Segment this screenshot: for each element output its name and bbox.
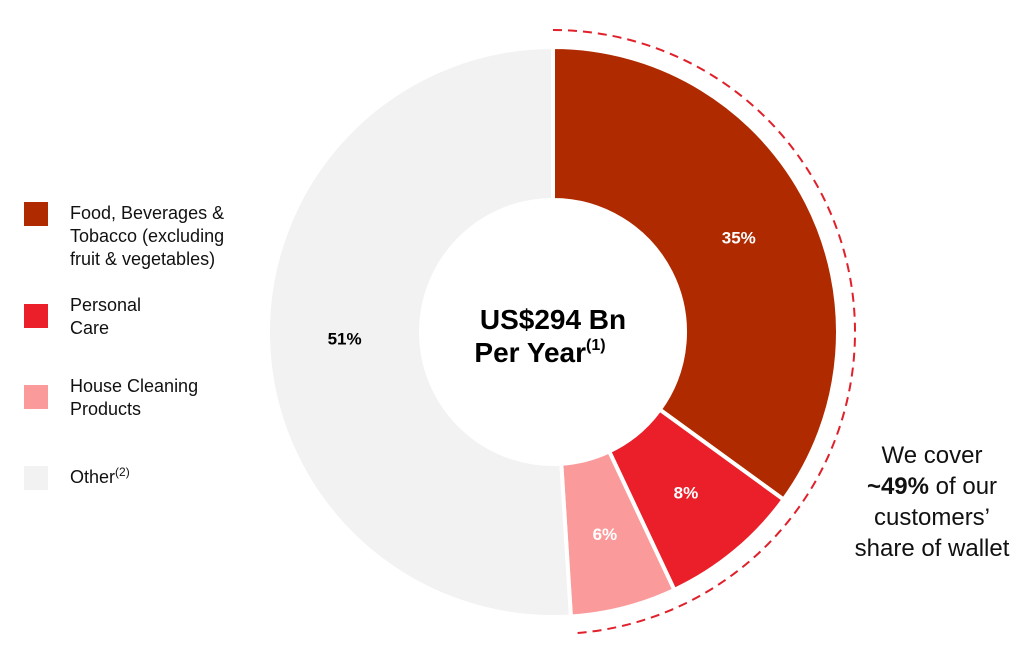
- callout-line3: customers’: [873, 504, 991, 531]
- center-label-line1: US$294 Bn: [480, 304, 626, 335]
- coverage-callout: We cover ~49% of our customers’ share of…: [836, 440, 1028, 564]
- callout-line2-rest: of our: [929, 473, 998, 500]
- slice-label-personal-care: 8%: [674, 484, 699, 503]
- legend-swatch-house-cleaning: [24, 385, 48, 409]
- callout-line2: ~49% of our: [836, 471, 1028, 502]
- legend-label-food: Food, Beverages & Tobacco (excluding fru…: [70, 203, 225, 269]
- legend-label-other: Other(2): [70, 466, 130, 489]
- donut-slices: [266, 44, 840, 619]
- slice-label-house-cleaning: 6%: [593, 525, 618, 544]
- slice-label-other: 51%: [328, 330, 362, 349]
- legend-item-personal-care: Personal Care: [24, 294, 141, 340]
- legend-item-house-cleaning: House Cleaning Products: [24, 375, 198, 421]
- slice-label-food: 35%: [722, 228, 756, 247]
- legend-item-food: Food, Beverages & Tobacco (excluding fru…: [24, 202, 224, 271]
- legend-label-personal-care: Personal Care: [70, 295, 142, 338]
- legend-swatch-personal-care: [24, 304, 48, 328]
- legend-item-other: Other(2): [24, 466, 130, 490]
- legend-swatch-food: [24, 202, 48, 226]
- legend-label-other-text: Other: [70, 467, 116, 487]
- slice-other: [266, 44, 574, 619]
- callout-bold-percent: ~49%: [866, 473, 929, 500]
- slice-food: [551, 44, 840, 503]
- legend-swatch-other: [24, 466, 48, 490]
- slice-labels: 35% 8% 6% 51%: [328, 228, 756, 544]
- center-label-line2: Per Year(1): [474, 337, 605, 368]
- legend-label-house-cleaning: House Cleaning Products: [70, 376, 199, 419]
- legend-label-other-footnote: (2): [115, 465, 130, 479]
- center-label-footnote: (1): [586, 337, 606, 354]
- center-label-line2-text: Per Year: [474, 337, 586, 368]
- callout-line4: share of wallet: [854, 535, 1010, 562]
- callout-line1: We cover: [881, 442, 983, 469]
- coverage-dashed-arc: [552, 29, 856, 635]
